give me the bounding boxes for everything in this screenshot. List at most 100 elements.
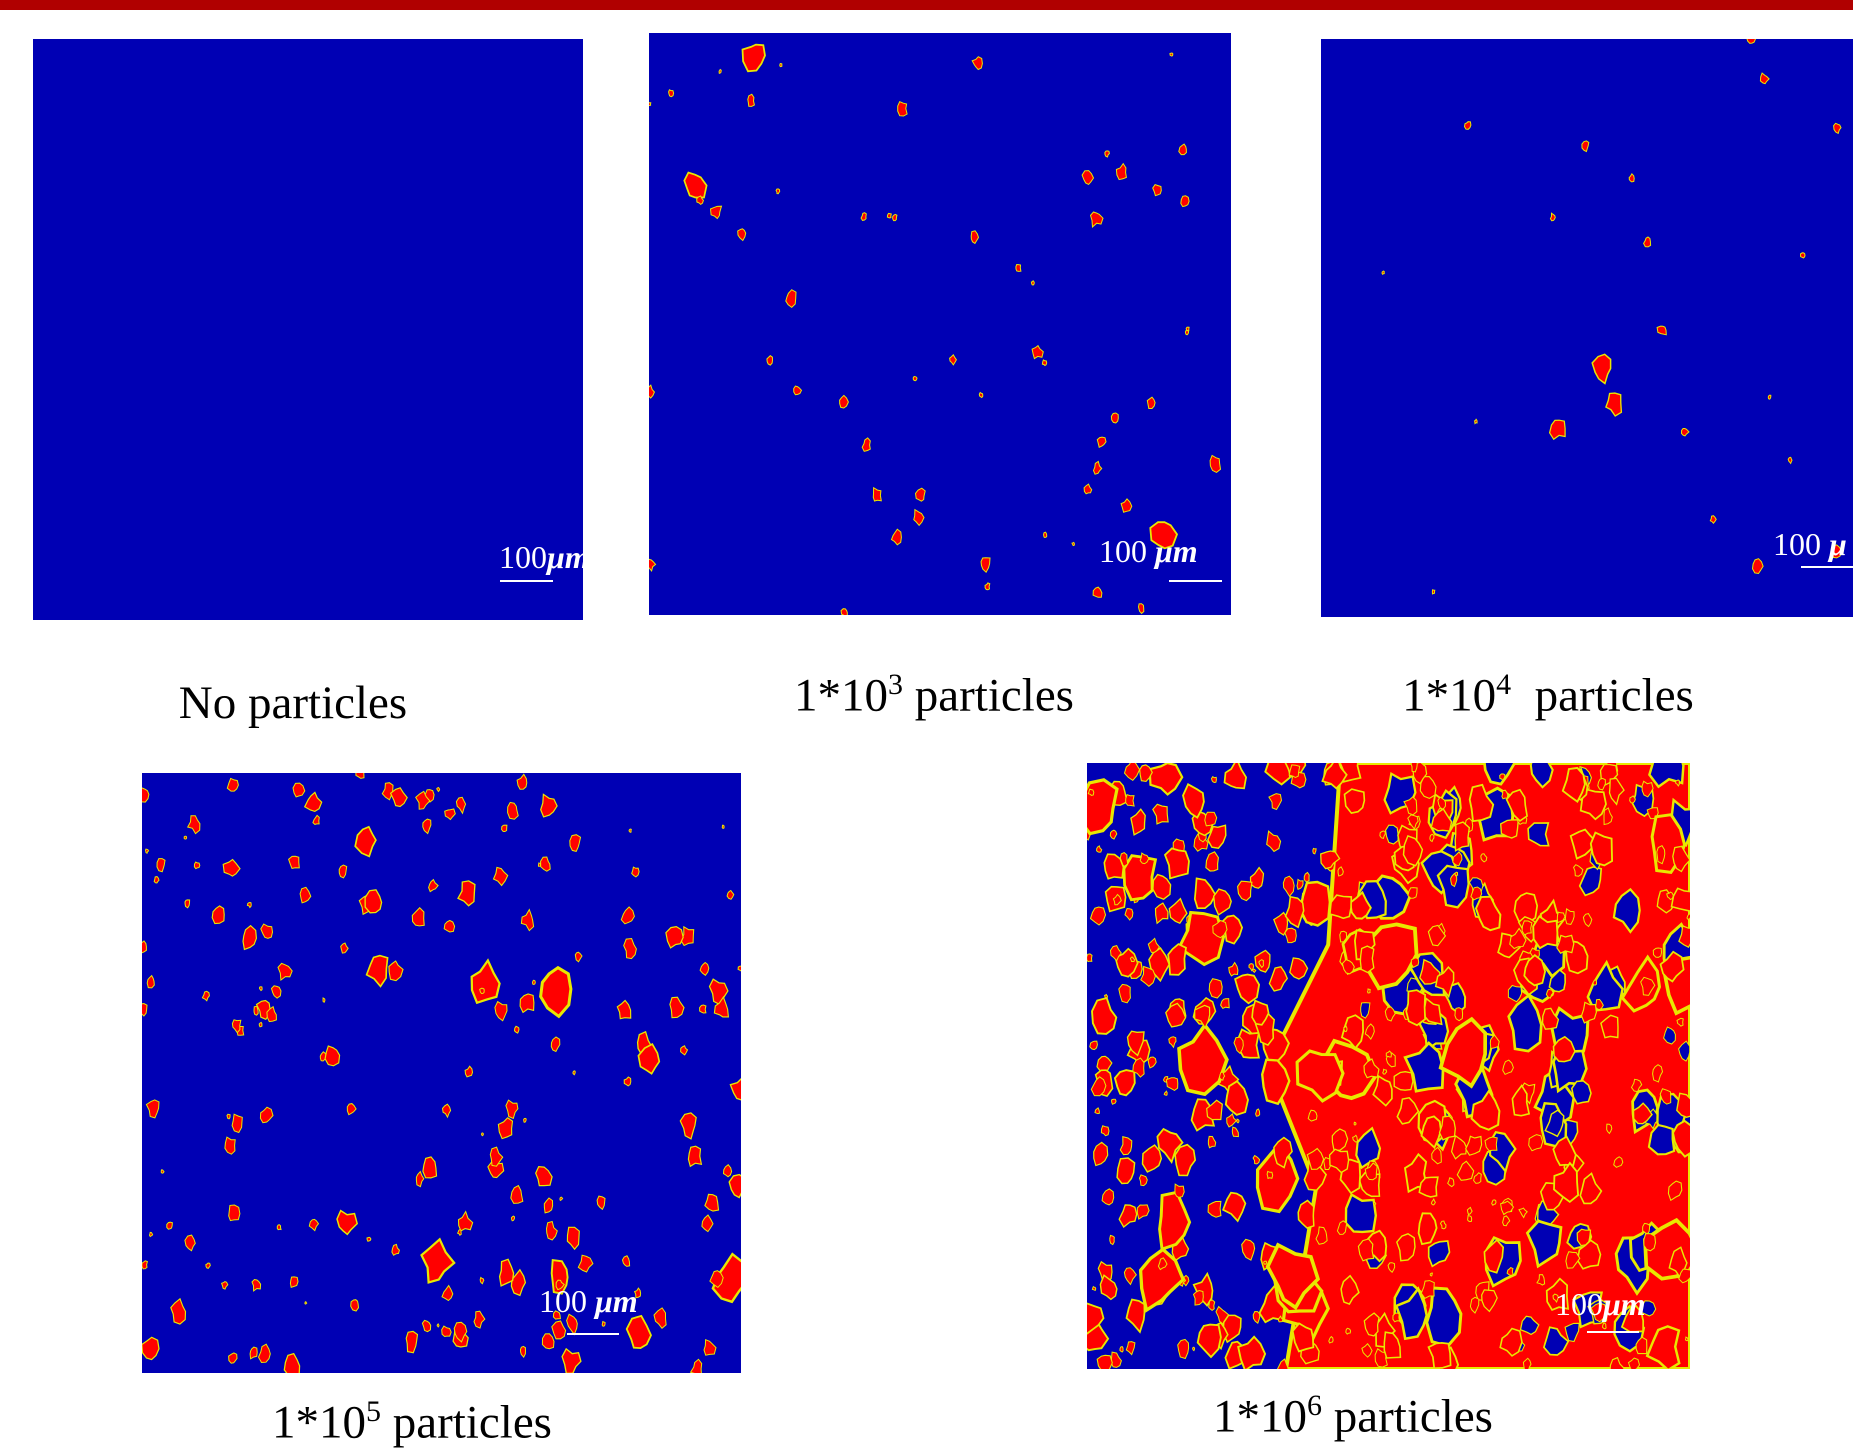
particle	[1788, 457, 1792, 463]
particle	[1630, 796, 1636, 803]
particle	[1210, 456, 1220, 473]
scale-number: 100	[499, 539, 547, 575]
particle	[416, 1172, 423, 1187]
scale-bar	[500, 580, 553, 582]
particle	[536, 1167, 552, 1186]
particle	[547, 1222, 558, 1241]
particle	[1126, 795, 1134, 806]
particle	[542, 1334, 554, 1349]
scale-unit: μm	[1603, 1286, 1646, 1322]
particle	[456, 797, 465, 813]
particle	[290, 1277, 298, 1287]
particle	[1195, 878, 1216, 908]
particle	[1124, 1268, 1136, 1285]
particle	[1153, 804, 1168, 824]
particle	[309, 1219, 318, 1230]
caption-tail: particles	[1511, 670, 1694, 722]
particle	[254, 1006, 258, 1015]
particle	[602, 1322, 605, 1327]
particle	[1143, 1145, 1162, 1172]
scale-bar	[567, 1333, 619, 1335]
particle	[629, 829, 631, 832]
particle	[443, 1104, 451, 1117]
particle	[1644, 1234, 1656, 1251]
particle	[1232, 1127, 1238, 1136]
particle	[624, 1077, 631, 1086]
particle-map	[649, 33, 1231, 615]
particle	[1592, 354, 1610, 383]
particle	[669, 90, 674, 97]
particle	[1082, 171, 1093, 185]
particle	[429, 880, 439, 892]
caption-base: 1*10	[794, 670, 888, 722]
particle	[154, 877, 159, 883]
particle	[365, 890, 382, 913]
particle	[981, 558, 990, 572]
particle	[1175, 1145, 1195, 1176]
particle	[711, 206, 722, 218]
particle	[841, 609, 847, 615]
particle	[700, 1005, 706, 1013]
particle	[914, 510, 924, 526]
scale-number: 100	[1773, 526, 1821, 562]
particle	[521, 910, 533, 931]
particle	[1522, 921, 1532, 935]
particle	[1206, 852, 1219, 871]
particle	[1120, 1347, 1123, 1352]
particle	[1394, 1072, 1413, 1091]
caption-exponent: 5	[366, 1395, 381, 1428]
particle	[1097, 437, 1106, 447]
particle	[1430, 1273, 1432, 1276]
particle	[1193, 1347, 1195, 1350]
particle	[1455, 872, 1458, 876]
particle	[1116, 164, 1126, 180]
particle	[794, 386, 802, 395]
particle	[260, 1107, 273, 1123]
particle	[225, 1137, 235, 1154]
particle	[1801, 253, 1806, 258]
particle	[341, 943, 348, 953]
scale-unit: μm	[547, 539, 583, 575]
particle	[649, 103, 651, 106]
particle	[423, 1157, 437, 1178]
particle	[1290, 958, 1308, 979]
particle	[1140, 853, 1149, 864]
particle	[1242, 1239, 1255, 1260]
particle	[1214, 889, 1232, 915]
particle	[508, 802, 519, 819]
particle	[422, 1239, 455, 1282]
particle	[705, 1194, 719, 1211]
particle	[1374, 1203, 1376, 1206]
particle	[887, 213, 891, 218]
particle	[1533, 916, 1557, 948]
particle	[1121, 499, 1132, 512]
particle	[688, 1146, 701, 1166]
particle	[1125, 763, 1140, 780]
particle	[654, 1308, 666, 1328]
particle	[1330, 895, 1351, 918]
particle	[1032, 346, 1043, 359]
particle	[1235, 975, 1259, 1004]
particle	[1120, 1137, 1132, 1155]
particle	[423, 819, 431, 833]
particle	[666, 927, 683, 948]
particle	[495, 1002, 507, 1021]
particle	[512, 1216, 515, 1221]
particle	[356, 773, 364, 778]
particle	[465, 1066, 472, 1077]
particle	[347, 1104, 356, 1115]
particle	[1179, 913, 1224, 965]
particle	[670, 997, 684, 1018]
particle	[541, 968, 571, 1017]
particle	[544, 1198, 552, 1213]
particle	[480, 988, 485, 993]
particle	[1238, 1337, 1265, 1369]
particle	[1468, 1216, 1472, 1222]
particle	[892, 529, 902, 545]
particle	[1092, 1287, 1095, 1291]
particle	[293, 783, 305, 797]
particle	[1125, 909, 1133, 921]
particle	[142, 941, 146, 953]
particle	[1094, 461, 1102, 474]
particle	[1147, 397, 1155, 408]
